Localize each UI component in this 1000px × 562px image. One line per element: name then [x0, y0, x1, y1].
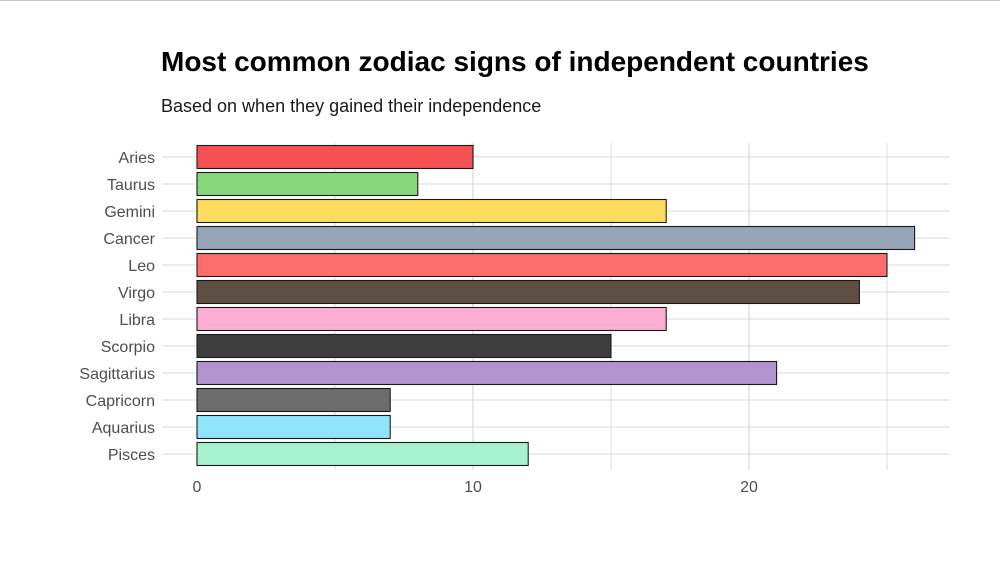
category-label: Leo — [128, 258, 155, 275]
x-tick-label: 10 — [464, 479, 482, 496]
category-label: Gemini — [104, 204, 155, 221]
chart-title: Most common zodiac signs of independent … — [161, 46, 869, 77]
category-label: Cancer — [103, 231, 155, 248]
category-label: Libra — [119, 312, 155, 329]
category-label: Virgo — [118, 285, 155, 302]
category-labels: Aries Taurus Gemini Cancer Leo Virgo Libra Scor… — [79, 150, 155, 464]
category-label: Scorpio — [101, 339, 155, 356]
bar-leo — [196, 252, 888, 278]
bar-pisces — [196, 441, 529, 467]
x-tick-label: 20 — [740, 479, 758, 496]
top-border — [0, 0, 1000, 1]
bar-sagittarius — [196, 360, 778, 386]
bar-capricorn — [196, 387, 391, 413]
chart-subtitle: Based on when they gained their independ… — [161, 96, 542, 116]
bars — [196, 144, 916, 467]
category-label: Capricorn — [86, 393, 155, 410]
category-label: Taurus — [107, 177, 155, 194]
bar-taurus — [196, 171, 419, 197]
bar-aries — [196, 144, 474, 170]
bar-virgo — [196, 279, 860, 305]
bar-aquarius — [196, 414, 391, 440]
x-tick-label: 0 — [193, 479, 202, 496]
bar-gemini — [196, 198, 667, 224]
bar-libra — [196, 306, 667, 332]
bar-cancer — [196, 225, 916, 251]
category-label: Aquarius — [92, 420, 155, 437]
x-axis-ticks: 0 10 20 — [193, 479, 758, 496]
category-label: Pisces — [108, 447, 155, 464]
bar-scorpio — [196, 333, 612, 359]
category-label: Aries — [119, 150, 155, 167]
category-label: Sagittarius — [79, 366, 155, 383]
